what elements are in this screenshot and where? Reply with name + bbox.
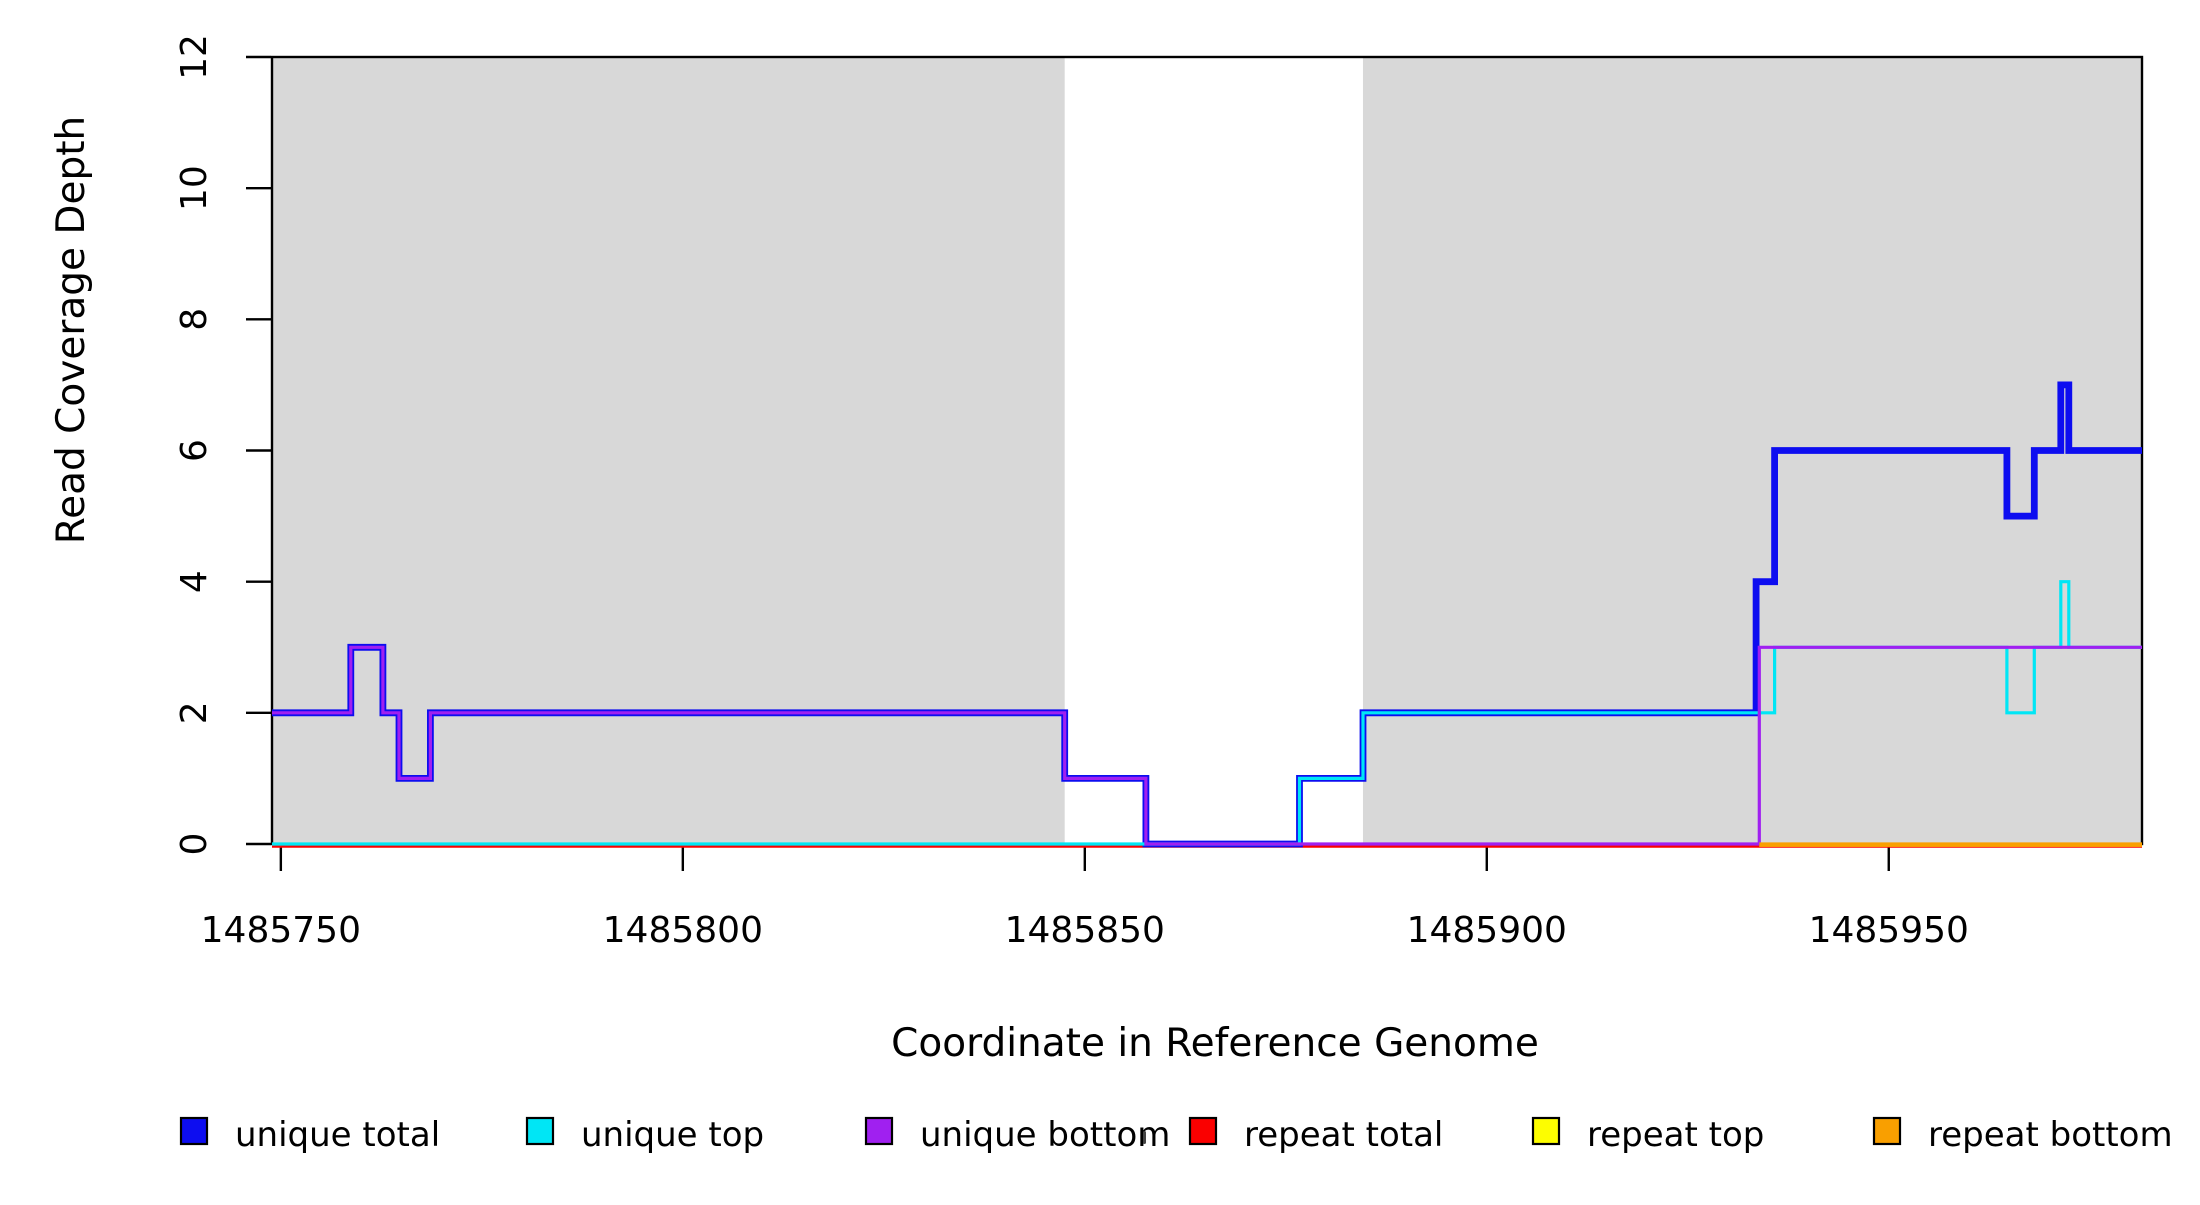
y-tick-label: 8 [174, 308, 215, 331]
shaded-region-2 [1362, 57, 2142, 844]
y-tick-label: 0 [174, 833, 215, 856]
y-tick-label: 6 [174, 439, 215, 462]
legend-swatch [864, 1116, 894, 1146]
stray-dot-mark [1143, 1131, 1146, 1144]
legend-item-repeat-bottom: repeat bottom [1872, 1115, 2173, 1155]
legend-item-unique-total: unique total [179, 1115, 440, 1155]
x-tick-label: 1485900 [1407, 910, 1567, 951]
stray-dot [1143, 1131, 1146, 1144]
series-lines [272, 381, 2142, 848]
y-tick-label: 12 [174, 34, 215, 80]
tick-labels: 1485750 1485800 1485850 1485900 1485950 0 2 4 6 8… [174, 34, 1969, 951]
y-tick-label: 2 [174, 701, 215, 724]
legend-label: repeat total [1244, 1115, 1443, 1155]
legend-swatch [1531, 1116, 1561, 1146]
legend-label: unique top [581, 1115, 764, 1155]
legend-label: unique bottom [920, 1115, 1170, 1155]
legend-swatch [179, 1116, 209, 1146]
x-tick-label: 1485750 [201, 910, 361, 951]
y-tick-label: 10 [174, 165, 215, 211]
x-tick-label: 1485850 [1005, 910, 1165, 951]
x-axis-title: Coordinate in Reference Genome [891, 1021, 1539, 1066]
legend-swatch [1872, 1116, 1902, 1146]
y-axis-title: Read Coverage Depth [49, 116, 94, 544]
legend-label: unique total [235, 1115, 440, 1155]
legend-swatch [1188, 1116, 1218, 1146]
shaded-region-1 [272, 57, 1065, 844]
legend-item-repeat-total: repeat total [1188, 1115, 1443, 1155]
y-tick-label: 4 [174, 570, 215, 593]
legend-swatch [525, 1116, 555, 1146]
x-tick-label: 1485800 [603, 910, 763, 951]
series-line-unique-bottom [272, 645, 2142, 846]
shaded-regions [272, 57, 2142, 844]
x-tick-label: 1485950 [1809, 910, 1969, 951]
legend-item-unique-top: unique top [525, 1115, 764, 1155]
series-line-unique-top [272, 580, 2142, 846]
legend-label: repeat bottom [1928, 1115, 2173, 1155]
legend-item-unique-bottom: unique bottom [864, 1115, 1170, 1155]
legend: unique total unique top unique bottom repea… [179, 1115, 2173, 1155]
legend-item-repeat-top: repeat top [1531, 1115, 1764, 1155]
legend-label: repeat top [1587, 1115, 1764, 1155]
